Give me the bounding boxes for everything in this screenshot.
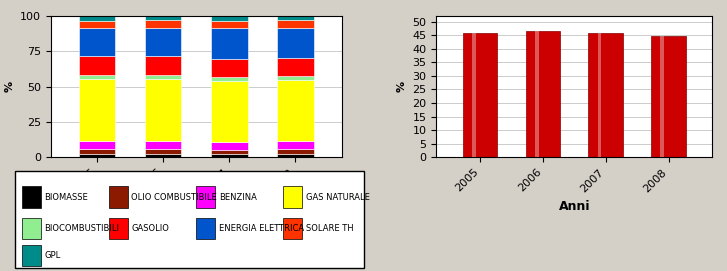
- Bar: [145, 28, 182, 56]
- Text: BIOCOMBUSTIBILI: BIOCOMBUSTIBILI: [44, 224, 119, 233]
- Bar: [526, 31, 561, 157]
- Bar: [211, 154, 247, 157]
- Bar: [109, 186, 128, 208]
- Bar: [145, 21, 182, 28]
- Bar: [284, 218, 302, 239]
- Bar: [145, 154, 182, 157]
- Bar: [588, 33, 623, 157]
- Bar: [598, 33, 601, 157]
- Bar: [284, 186, 302, 208]
- Bar: [145, 75, 182, 79]
- Bar: [79, 16, 116, 21]
- Bar: [277, 21, 313, 28]
- Bar: [79, 56, 116, 75]
- Bar: [211, 81, 247, 142]
- Bar: [211, 28, 247, 59]
- Bar: [211, 16, 247, 21]
- Bar: [211, 142, 247, 150]
- Bar: [79, 28, 116, 56]
- Bar: [535, 31, 539, 157]
- Bar: [22, 186, 41, 208]
- Bar: [145, 56, 182, 75]
- Bar: [79, 21, 116, 28]
- Bar: [211, 77, 247, 81]
- Bar: [651, 36, 686, 157]
- Bar: [277, 141, 313, 149]
- Bar: [463, 33, 497, 157]
- Bar: [196, 186, 215, 208]
- Bar: [22, 218, 41, 239]
- Bar: [145, 16, 182, 21]
- Text: SOLARE TH: SOLARE TH: [306, 224, 353, 233]
- Bar: [277, 154, 313, 157]
- Bar: [196, 218, 215, 239]
- X-axis label: Anni: Anni: [180, 199, 212, 212]
- Bar: [22, 245, 41, 266]
- Bar: [145, 149, 182, 154]
- Bar: [145, 141, 182, 149]
- Text: GAS NATURALE: GAS NATURALE: [306, 193, 370, 202]
- Bar: [79, 75, 116, 79]
- Text: BIOMASSE: BIOMASSE: [44, 193, 88, 202]
- Text: GASOLIO: GASOLIO: [132, 224, 169, 233]
- Bar: [211, 150, 247, 154]
- Text: BENZINA: BENZINA: [219, 193, 257, 202]
- Bar: [277, 58, 313, 76]
- Bar: [277, 16, 313, 21]
- Bar: [211, 21, 247, 28]
- Bar: [145, 79, 182, 141]
- Bar: [109, 218, 128, 239]
- Y-axis label: %: %: [397, 81, 407, 92]
- Bar: [277, 80, 313, 141]
- Bar: [211, 59, 247, 77]
- Bar: [79, 141, 116, 149]
- Text: OLIO COMBUSTIBILE: OLIO COMBUSTIBILE: [132, 193, 217, 202]
- Bar: [277, 149, 313, 154]
- FancyBboxPatch shape: [15, 171, 364, 268]
- Bar: [472, 33, 475, 157]
- Bar: [79, 149, 116, 154]
- Bar: [660, 36, 664, 157]
- X-axis label: Anni: Anni: [558, 199, 590, 212]
- Bar: [277, 76, 313, 80]
- Bar: [79, 79, 116, 141]
- Y-axis label: %: %: [4, 81, 15, 92]
- Text: GPL: GPL: [44, 251, 60, 260]
- Bar: [277, 28, 313, 58]
- Text: ENERGIA ELETTRICA: ENERGIA ELETTRICA: [219, 224, 304, 233]
- Bar: [79, 154, 116, 157]
